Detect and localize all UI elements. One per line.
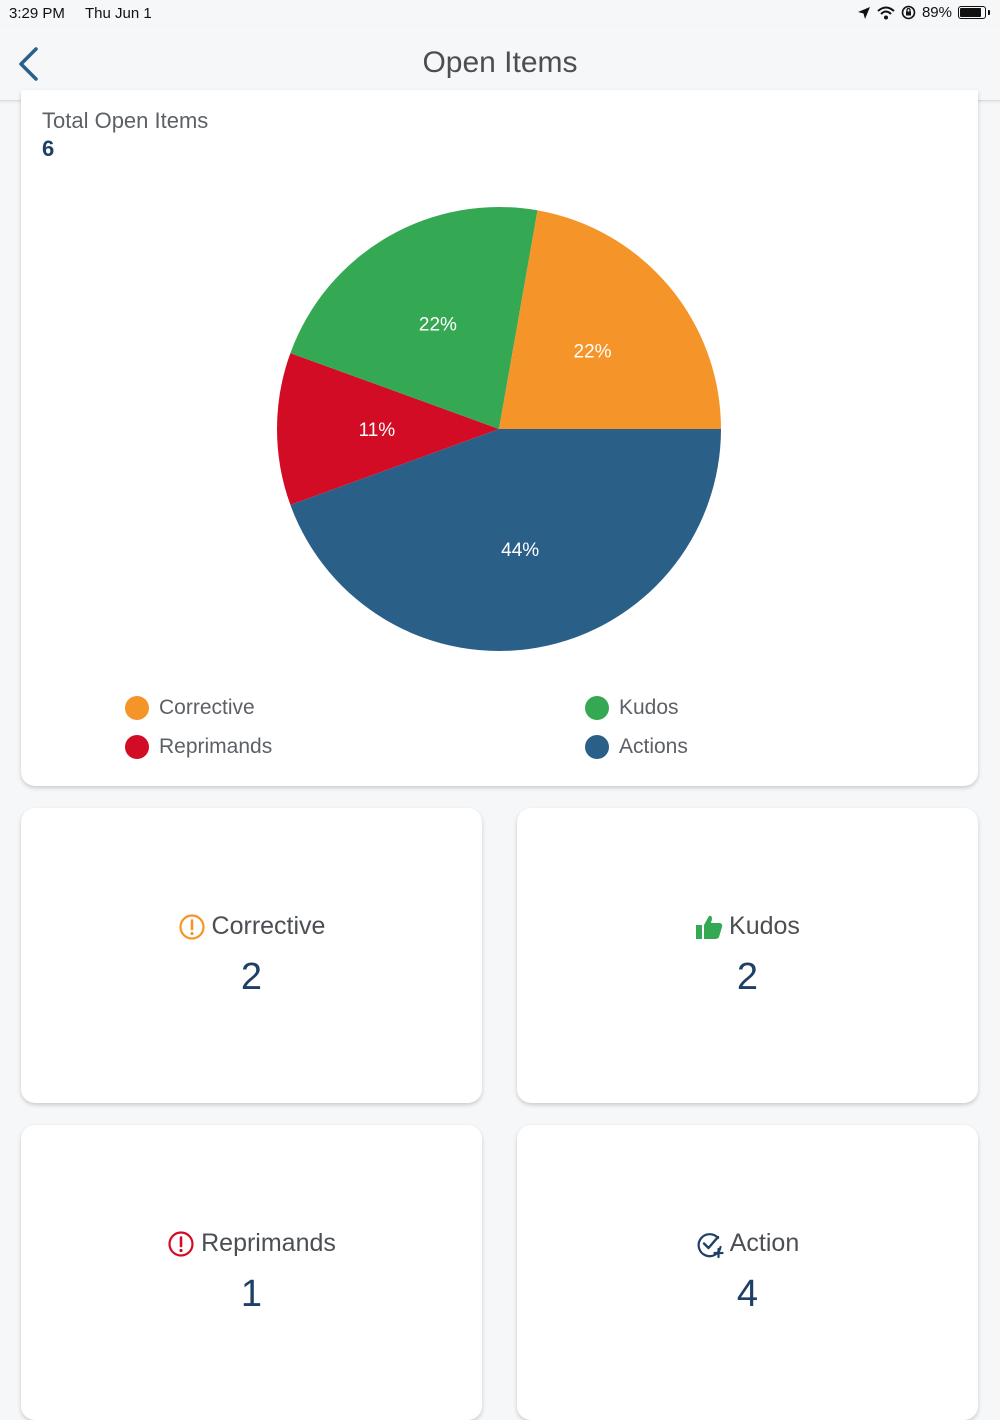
wifi-icon (877, 6, 895, 19)
battery-fill (960, 8, 981, 17)
legend-item-corrective[interactable]: Corrective (125, 696, 255, 720)
page-title: Open Items (422, 46, 578, 79)
legend-label: Corrective (159, 696, 255, 719)
pie-label-reprimands: 11% (359, 420, 396, 441)
pie-label-kudos: 22% (419, 314, 457, 335)
stat-card-reprimands[interactable]: Reprimands 1 (21, 1125, 482, 1420)
alert-circle-icon (168, 1230, 194, 1257)
pie-slice-reprimands[interactable] (277, 353, 499, 505)
legend-item-reprimands[interactable]: Reprimands (125, 735, 272, 759)
legend-label: Kudos (619, 696, 679, 719)
location-icon (857, 6, 870, 19)
total-open-items-label: Total Open Items (42, 108, 209, 133)
stat-value: 1 (240, 1273, 263, 1315)
legend-swatch (125, 696, 149, 720)
battery-icon (958, 6, 986, 19)
alert-circle-icon (178, 913, 205, 940)
stat-value: 2 (240, 956, 263, 998)
pie-slice-kudos[interactable] (290, 207, 538, 429)
total-open-items-value: 6 (42, 136, 55, 161)
legend-label: Reprimands (159, 735, 273, 758)
back-button[interactable] (12, 44, 48, 84)
stat-label: Action (729, 1229, 800, 1257)
legend-swatch (585, 696, 609, 720)
legend-item-actions[interactable]: Actions (585, 735, 688, 759)
chart-card: Total Open Items 6 44% 11% 22% 22% Correcti… (21, 90, 978, 786)
legend-swatch (585, 735, 609, 759)
battery-percent: 89% (921, 4, 952, 21)
status-indicators: 89% (857, 4, 990, 21)
legend-swatch (125, 735, 149, 759)
stat-label: Kudos (729, 912, 800, 940)
stat-header: Corrective (21, 912, 482, 941)
stat-header: Action (517, 1229, 978, 1258)
battery-cap (988, 10, 990, 15)
pie-label-corrective: 22% (574, 342, 612, 363)
status-bar: 3:29 PM Thu Jun 1 89% (0, 0, 1000, 26)
legend-label: Actions (619, 735, 688, 758)
status-date: Thu Jun 1 (85, 5, 152, 22)
legend-item-kudos[interactable]: Kudos (585, 696, 679, 720)
pie-slice-actions[interactable] (290, 429, 721, 651)
stat-label: Reprimands (201, 1229, 336, 1257)
stat-card-corrective[interactable]: Corrective 2 (21, 808, 482, 1103)
stat-header: Kudos (517, 912, 978, 941)
check-circle-plus-icon (697, 1232, 724, 1258)
pie-slice-corrective[interactable] (499, 210, 721, 429)
pie-chart: 44% 11% 22% 22% (277, 207, 721, 651)
status-time: 3:29 PM (9, 5, 65, 22)
chevron-left-icon (19, 47, 38, 81)
stat-value: 2 (736, 956, 759, 998)
stat-label: Corrective (211, 912, 326, 940)
thumbs-up-icon (696, 915, 723, 939)
pie-label-actions: 44% (501, 540, 539, 561)
stat-header: Reprimands (21, 1229, 482, 1258)
stat-card-kudos[interactable]: Kudos 2 (517, 808, 978, 1103)
stat-value: 4 (736, 1273, 759, 1315)
stat-card-action[interactable]: Action 4 (517, 1125, 978, 1420)
orientation-lock-icon (901, 5, 916, 20)
